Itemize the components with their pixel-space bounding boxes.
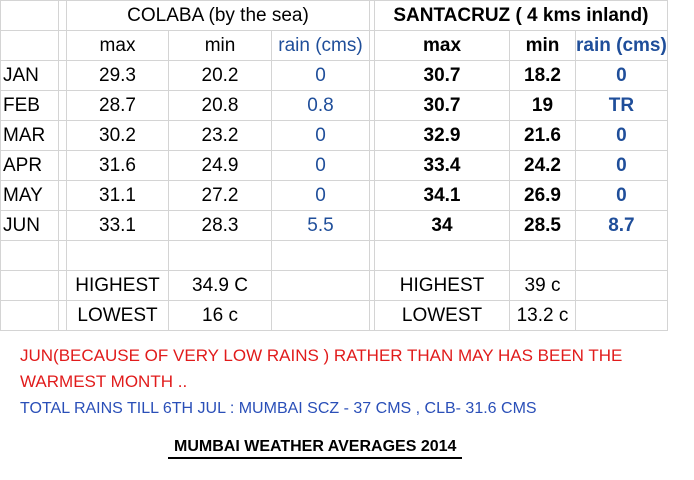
table-row: FEB 28.7 20.8 0.8 30.7 19 TR (0, 90, 668, 121)
santacruz-highest: 39 c (509, 270, 576, 301)
santacruz-max: 33.4 (374, 150, 510, 181)
highest-label: HIGHEST (374, 270, 510, 301)
colaba-header: COLABA (by the sea) (66, 0, 370, 31)
colaba-max: 29.3 (66, 60, 169, 91)
colaba-min: 28.3 (168, 210, 272, 241)
month-label: MAY (0, 180, 59, 211)
month-label: JAN (0, 60, 59, 91)
colaba-rain: 0 (271, 120, 370, 151)
colaba-rain: 0 (271, 150, 370, 181)
santacruz-rain: TR (575, 90, 668, 121)
colaba-max: 31.1 (66, 180, 169, 211)
colaba-max: 30.2 (66, 120, 169, 151)
colaba-highest: 34.9 C (168, 270, 272, 301)
santacruz-rain: 0 (575, 180, 668, 211)
santacruz-rain: 8.7 (575, 210, 668, 241)
table-row: MAR 30.2 23.2 0 32.9 21.6 0 (0, 120, 668, 151)
column-header-row: max min rain (cms) max min rain (cms) (0, 30, 668, 61)
month-label: FEB (0, 90, 59, 121)
month-label: APR (0, 150, 59, 181)
lowest-row: LOWEST 16 c LOWEST 13.2 c (0, 300, 668, 331)
spacer-row (0, 240, 668, 271)
lowest-label: LOWEST (374, 300, 510, 331)
colaba-max: 33.1 (66, 210, 169, 241)
santacruz-max: 34.1 (374, 180, 510, 211)
highest-row: HIGHEST 34.9 C HIGHEST 39 c (0, 270, 668, 301)
table-row: APR 31.6 24.9 0 33.4 24.2 0 (0, 150, 668, 181)
santacruz-header: SANTACRUZ ( 4 kms inland) (374, 0, 668, 31)
colaba-lowest: 16 c (168, 300, 272, 331)
table-row: JAN 29.3 20.2 0 30.7 18.2 0 (0, 60, 668, 91)
colaba-min: 20.2 (168, 60, 272, 91)
santacruz-max: 30.7 (374, 60, 510, 91)
month-label: MAR (0, 120, 59, 151)
santacruz-max: 30.7 (374, 90, 510, 121)
highest-label: HIGHEST (66, 270, 169, 301)
colaba-max: 28.7 (66, 90, 169, 121)
santacruz-max: 34 (374, 210, 510, 241)
colaba-min-header: min (168, 30, 272, 61)
month-label: JUN (0, 210, 59, 241)
warmest-month-note: JUN(BECAUSE OF VERY LOW RAINS ) RATHER T… (20, 346, 623, 391)
colaba-rain: 0.8 (271, 90, 370, 121)
station-header-row: COLABA (by the sea) SANTACRUZ ( 4 kms in… (0, 0, 668, 31)
lowest-label: LOWEST (66, 300, 169, 331)
page-title: MUMBAI WEATHER AVERAGES 2014 (168, 436, 463, 459)
santacruz-rain: 0 (575, 150, 668, 181)
santacruz-rain: 0 (575, 60, 668, 91)
colaba-rain: 5.5 (271, 210, 370, 241)
colaba-min: 23.2 (168, 120, 272, 151)
santacruz-min: 19 (509, 90, 576, 121)
table-row: MAY 31.1 27.2 0 34.1 26.9 0 (0, 180, 668, 211)
santacruz-max-header: max (374, 30, 510, 61)
santacruz-min: 24.2 (509, 150, 576, 181)
santacruz-min: 28.5 (509, 210, 576, 241)
colaba-min: 24.9 (168, 150, 272, 181)
santacruz-min-header: min (509, 30, 576, 61)
santacruz-min: 26.9 (509, 180, 576, 211)
santacruz-lowest: 13.2 c (509, 300, 576, 331)
colaba-rain: 0 (271, 180, 370, 211)
total-rain-note: TOTAL RAINS TILL 6TH JUL : MUMBAI SCZ - … (20, 400, 537, 417)
colaba-rain: 0 (271, 60, 370, 91)
weather-table: COLABA (by the sea) SANTACRUZ ( 4 kms in… (0, 0, 668, 331)
santacruz-min: 21.6 (509, 120, 576, 151)
colaba-max: 31.6 (66, 150, 169, 181)
colaba-max-header: max (66, 30, 169, 61)
santacruz-rain: 0 (575, 120, 668, 151)
santacruz-rain-header: rain (cms) (575, 30, 668, 61)
colaba-min: 27.2 (168, 180, 272, 211)
colaba-rain-header: rain (cms) (271, 30, 370, 61)
santacruz-min: 18.2 (509, 60, 576, 91)
colaba-min: 20.8 (168, 90, 272, 121)
table-row: JUN 33.1 28.3 5.5 34 28.5 8.7 (0, 210, 668, 241)
santacruz-max: 32.9 (374, 120, 510, 151)
